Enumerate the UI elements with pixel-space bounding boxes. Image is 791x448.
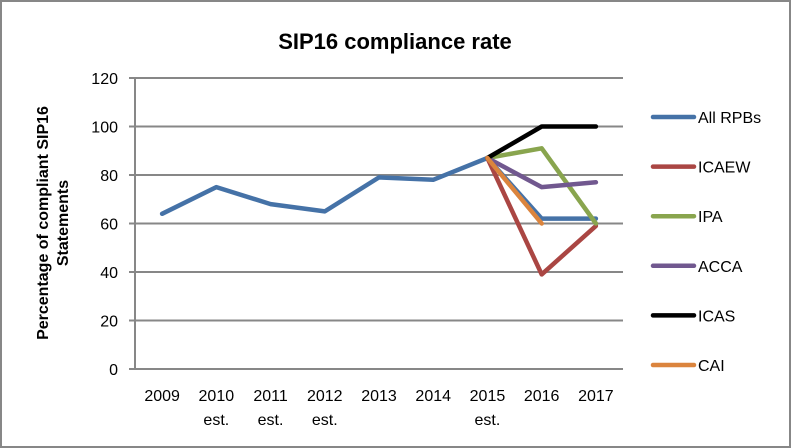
y-tick-label: 20: [100, 314, 118, 331]
gridlines: [129, 77, 623, 370]
legend-label: ICAEW: [698, 160, 751, 177]
y-tick-label: 60: [100, 217, 118, 234]
legend-label: CAI: [698, 358, 725, 375]
series-line-acca: [485, 155, 599, 190]
x-tick-label: 2012 est.: [307, 388, 343, 429]
x-tick-label: 2016: [524, 388, 560, 405]
x-tick-label: 2015 est.: [470, 388, 506, 429]
legend: All RPBs ICAEW IPA ACCA ICAS CAI: [650, 110, 761, 375]
x-tick-label: 2011 est.: [253, 388, 288, 429]
y-tick-labels: 0 20 40 60 80 100 120: [91, 71, 118, 379]
series-line-cai: [485, 155, 544, 226]
x-tick-label: 2010 est.: [199, 388, 235, 429]
x-tick-label: 2017: [578, 388, 614, 405]
legend-item-all-rpbs: All RPBs: [650, 110, 761, 127]
series-lines: [159, 124, 599, 277]
legend-item-icas: ICAS: [650, 308, 735, 325]
y-tick-label: 0: [109, 362, 118, 379]
legend-item-cai: CAI: [650, 358, 725, 375]
chart-title: SIP16 compliance rate: [278, 29, 512, 54]
legend-label: ICAS: [698, 308, 735, 325]
x-tick-label: 2009: [144, 388, 180, 405]
x-tick-labels: 2009 2010 est. 2011 est. 2012 est. 2013 2014 2015…: [144, 388, 613, 429]
legend-item-icaew: ICAEW: [650, 160, 751, 177]
y-axis-label-line-2: Statements: [55, 180, 72, 266]
axes: [134, 77, 623, 370]
x-tick-label: 2013: [361, 388, 397, 405]
legend-label: All RPBs: [698, 110, 761, 127]
y-tick-label: 120: [91, 71, 118, 88]
x-tick-label: 2014: [415, 388, 451, 405]
legend-label: ACCA: [698, 259, 743, 276]
y-tick-label: 80: [100, 168, 118, 185]
y-axis-label-line-1: Percentage of compliant SIP16: [35, 106, 52, 340]
legend-item-ipa: IPA: [650, 209, 723, 226]
legend-label: IPA: [698, 209, 723, 226]
legend-item-acca: ACCA: [650, 259, 743, 276]
y-tick-label: 100: [91, 120, 118, 137]
y-tick-label: 40: [100, 265, 118, 282]
